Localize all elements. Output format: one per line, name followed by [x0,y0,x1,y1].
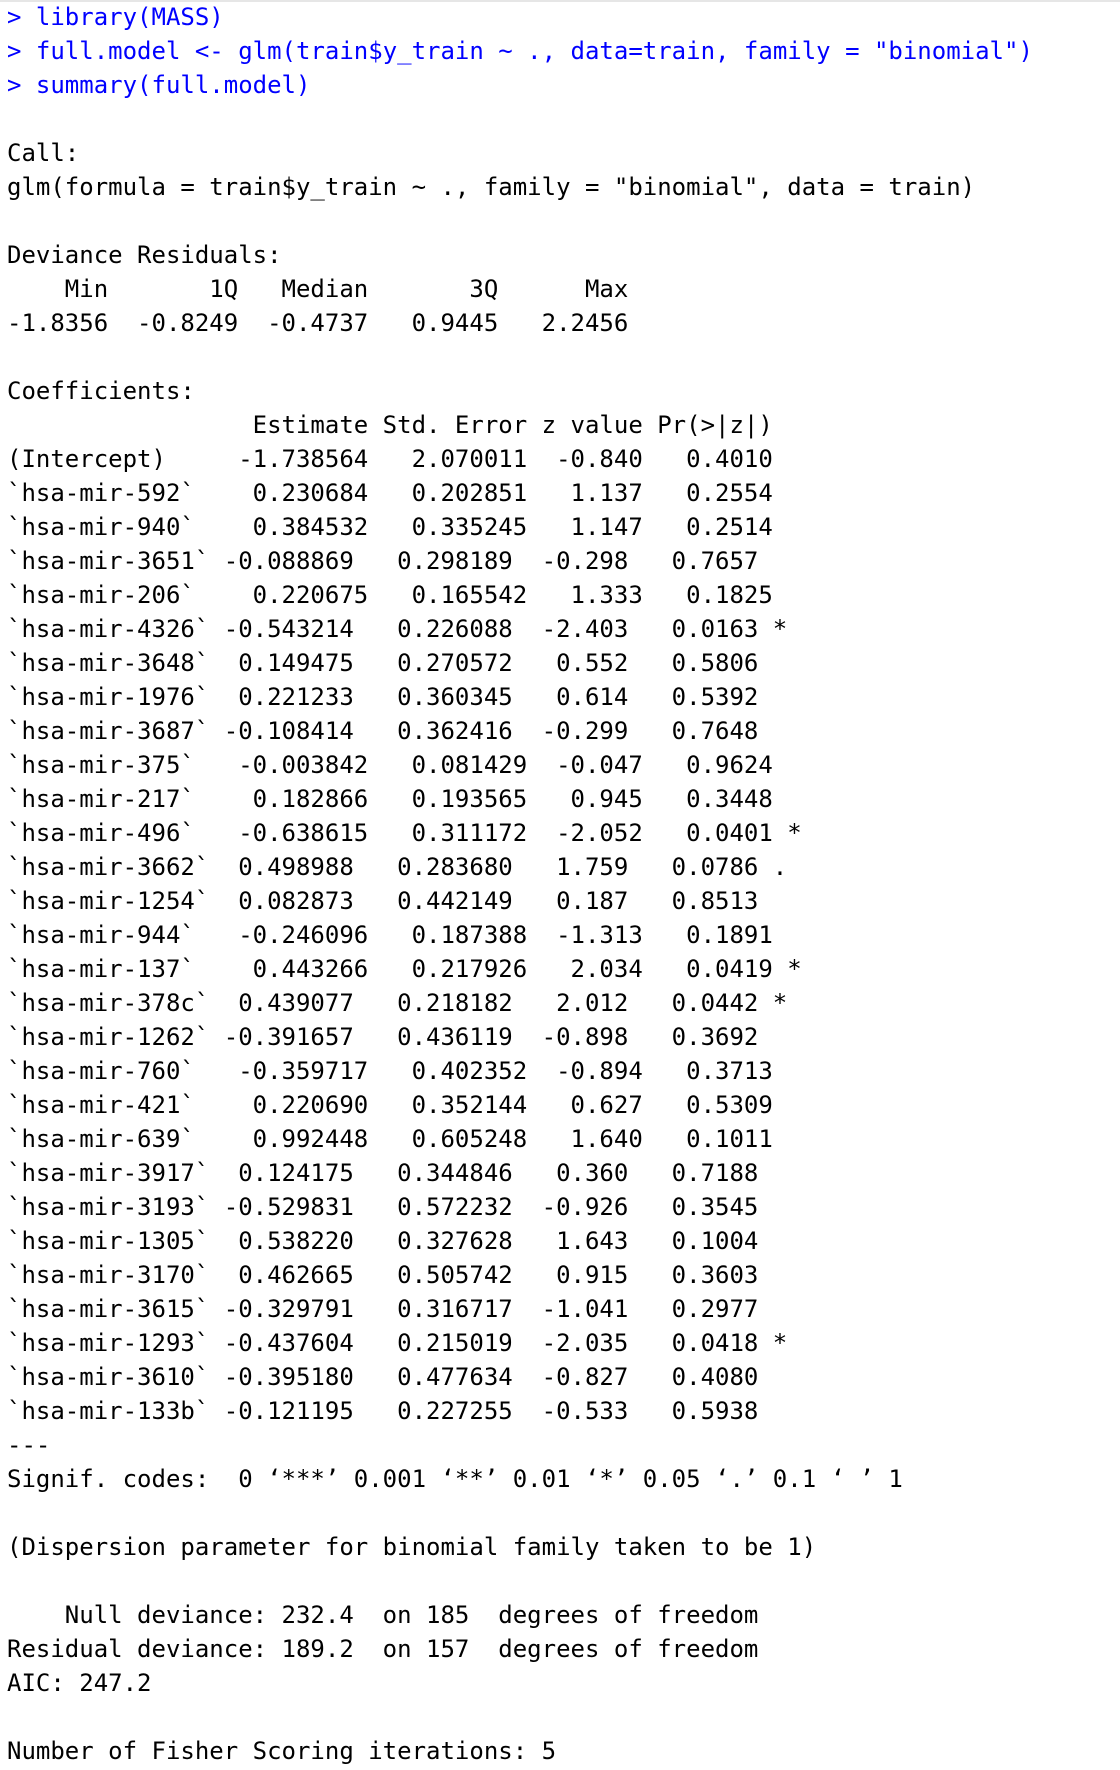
residual-deviance: Residual deviance: 189.2 on 157 degrees … [7,1635,759,1663]
coefficient-row: `hsa-mir-3651` -0.088869 0.298189 -0.298… [7,547,788,575]
coefficient-row: `hsa-mir-1305` 0.538220 0.327628 1.643 0… [7,1227,788,1255]
deviance-residuals-header: Min 1Q Median 3Q Max [7,275,658,303]
coefficient-row: `hsa-mir-137` 0.443266 0.217926 2.034 0.… [7,955,802,983]
coefficient-row: `hsa-mir-217` 0.182866 0.193565 0.945 0.… [7,785,802,813]
coefficient-row: `hsa-mir-1293` -0.437604 0.215019 -2.035… [7,1329,788,1357]
command-text: full.model <- glm(train$y_train ~ ., dat… [35,37,1033,65]
coefficients-table: (Intercept) -1.738564 2.070011 -0.840 0.… [7,442,1113,1428]
console-prompt: > [7,3,36,31]
command-line-library: > library(MASS) [7,0,1113,34]
coefficient-row: `hsa-mir-3648` 0.149475 0.270572 0.552 0… [7,649,788,677]
coefficient-row: `hsa-mir-3170` 0.462665 0.505742 0.915 0… [7,1261,788,1289]
top-border [0,0,1120,2]
console-prompt: > [7,71,36,99]
coefficient-row: `hsa-mir-3193` -0.529831 0.572232 -0.926… [7,1193,788,1221]
dispersion-note: (Dispersion parameter for binomial famil… [7,1533,817,1561]
command-line-summary: > summary(full.model) [7,68,1113,102]
blank-line [7,204,1113,238]
aic-value: AIC: 247.2 [7,1669,152,1697]
call-label: Call: [7,139,80,167]
coefficient-row: `hsa-mir-940` 0.384532 0.335245 1.147 0.… [7,513,802,541]
coefficient-row: `hsa-mir-3917` 0.124175 0.344846 0.360 0… [7,1159,788,1187]
coefficient-row: `hsa-mir-421` 0.220690 0.352144 0.627 0.… [7,1091,802,1119]
coefficient-row: `hsa-mir-3687` -0.108414 0.362416 -0.299… [7,717,788,745]
deviance-residuals-values: -1.8356 -0.8249 -0.4737 0.9445 2.2456 [7,309,658,337]
coefficient-row: (Intercept) -1.738564 2.070011 -0.840 0.… [7,445,802,473]
console-prompt: > [7,37,36,65]
blank-line [7,1496,1113,1530]
coefficient-row: `hsa-mir-4326` -0.543214 0.226088 -2.403… [7,615,788,643]
coefficient-row: `hsa-mir-496` -0.638615 0.311172 -2.052 … [7,819,802,847]
call-formula: glm(formula = train$y_train ~ ., family … [7,173,976,201]
coefficient-row: `hsa-mir-760` -0.359717 0.402352 -0.894 … [7,1057,802,1085]
coefficient-row: `hsa-mir-378c` 0.439077 0.218182 2.012 0… [7,989,788,1017]
coefficient-row: `hsa-mir-1262` -0.391657 0.436119 -0.898… [7,1023,788,1051]
command-text: summary(full.model) [35,71,311,99]
coefficient-row: `hsa-mir-375` -0.003842 0.081429 -0.047 … [7,751,802,779]
signif-codes: Signif. codes: 0 ‘***’ 0.001 ‘**’ 0.01 ‘… [7,1465,903,1493]
blank-line [7,1564,1113,1598]
command-text: library(MASS) [35,3,224,31]
coefficients-header: Estimate Std. Error z value Pr(>|z|) [7,411,802,439]
deviance-residuals-label: Deviance Residuals: [7,241,282,269]
blank-line [7,340,1113,374]
fisher-iterations: Number of Fisher Scoring iterations: 5 [7,1737,557,1765]
coefficient-row: `hsa-mir-206` 0.220675 0.165542 1.333 0.… [7,581,802,609]
coefficient-row: `hsa-mir-592` 0.230684 0.202851 1.137 0.… [7,479,802,507]
null-deviance: Null deviance: 232.4 on 185 degrees of f… [7,1601,759,1629]
blank-line [7,102,1113,136]
r-console-output: > library(MASS) > full.model <- glm(trai… [7,0,1113,1768]
blank-line [7,1700,1113,1734]
coefficient-row: `hsa-mir-944` -0.246096 0.187388 -1.313 … [7,921,802,949]
coefficient-row: `hsa-mir-1254` 0.082873 0.442149 0.187 0… [7,887,788,915]
coefficient-row: `hsa-mir-3662` 0.498988 0.283680 1.759 0… [7,853,788,881]
coefficient-row: `hsa-mir-1976` 0.221233 0.360345 0.614 0… [7,683,788,711]
coefficient-row: `hsa-mir-639` 0.992448 0.605248 1.640 0.… [7,1125,802,1153]
coefficient-row: `hsa-mir-3615` -0.329791 0.316717 -1.041… [7,1295,788,1323]
coefficients-label: Coefficients: [7,377,195,405]
coefficient-row: `hsa-mir-133b` -0.121195 0.227255 -0.533… [7,1397,788,1425]
coefficient-row: `hsa-mir-3610` -0.395180 0.477634 -0.827… [7,1363,788,1391]
coefficients-separator: --- [7,1431,51,1459]
command-line-glm: > full.model <- glm(train$y_train ~ ., d… [7,34,1113,68]
